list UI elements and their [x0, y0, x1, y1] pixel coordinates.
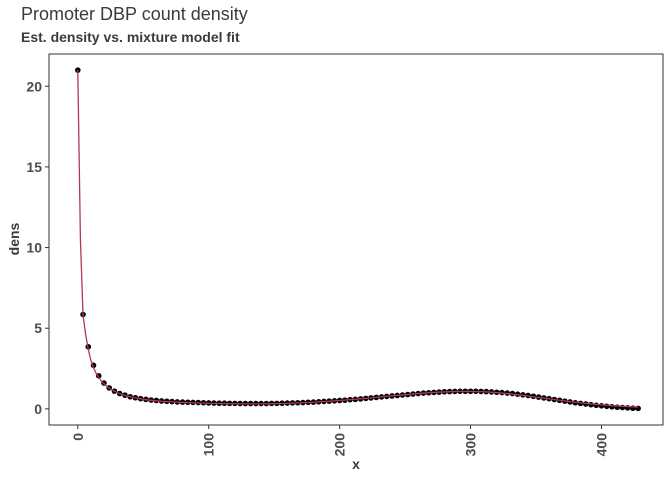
x-tick-label: 200	[332, 433, 348, 457]
x-tick-label: 400	[593, 433, 609, 457]
mixture-fit-line	[77, 70, 639, 408]
x-tick-label: 100	[201, 433, 217, 457]
chart-title: Promoter DBP count density	[21, 4, 248, 24]
density-point	[593, 402, 600, 409]
y-tick-label: 5	[34, 320, 42, 336]
y-tick-label: 15	[26, 159, 42, 175]
y-tick-label: 20	[26, 78, 42, 94]
y-tick-label: 10	[26, 240, 42, 256]
plot-panel-border	[48, 53, 664, 426]
y-axis: 0 5 10 15 20	[26, 78, 49, 417]
chart-subtitle: Est. density vs. mixture model fit	[21, 29, 240, 45]
y-tick-label: 0	[34, 401, 42, 417]
density-point	[603, 403, 610, 410]
x-tick-label: 300	[463, 433, 479, 457]
x-axis-title: x	[352, 456, 360, 472]
x-axis: 0 100 200 300 400	[70, 425, 609, 457]
y-axis-title: dens	[6, 222, 22, 255]
density-point	[598, 403, 605, 409]
x-tick-label: 0	[70, 433, 86, 441]
